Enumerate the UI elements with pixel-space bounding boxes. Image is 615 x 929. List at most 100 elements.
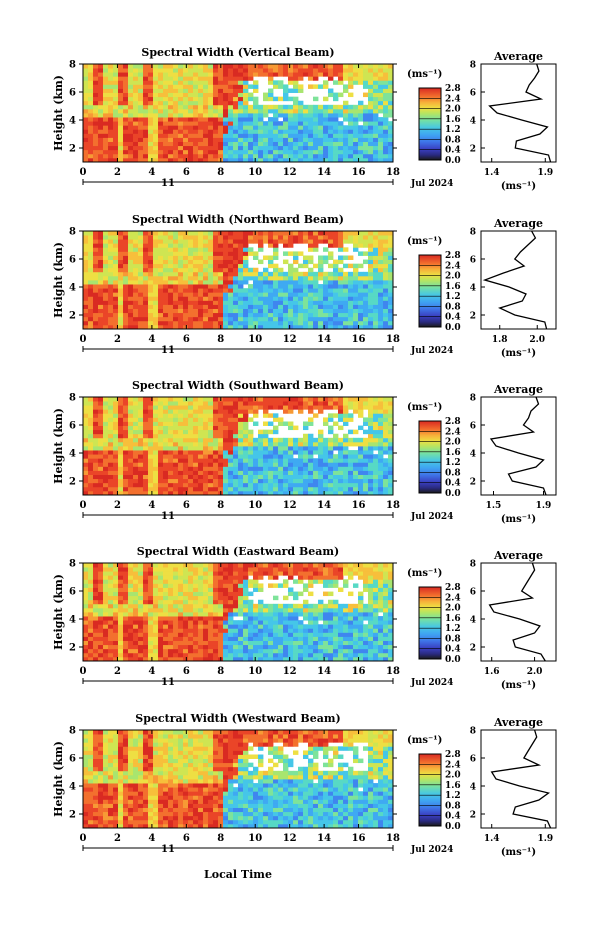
heatmap-cell: [178, 413, 184, 418]
heatmap-cell: [363, 316, 369, 322]
heatmap-cell: [213, 64, 219, 69]
heatmap-cell: [173, 462, 179, 467]
heatmap-cell: [148, 470, 154, 475]
heatmap-cell: [218, 474, 224, 480]
heatmap-cell: [268, 450, 274, 455]
heatmap-cell: [98, 441, 104, 447]
colorbar-tick-label: 0.0: [445, 489, 461, 499]
heatmap-cell: [133, 117, 139, 122]
heatmap-cell: [103, 84, 109, 89]
heatmap-cell: [223, 450, 229, 455]
heatmap-cell: [203, 141, 209, 147]
heatmap-cell: [373, 300, 379, 305]
heatmap-cell: [83, 482, 89, 488]
heatmap-cell: [233, 421, 239, 426]
heatmap-cell: [303, 113, 309, 118]
heatmap-cell: [133, 247, 139, 252]
heatmap-cell: [223, 397, 229, 402]
heatmap-cell: [228, 108, 234, 114]
heatmap-cell: [113, 153, 119, 159]
heatmap-cell: [243, 409, 249, 414]
heatmap-cell: [358, 125, 364, 130]
heatmap-cell: [153, 149, 159, 155]
heatmap-cell: [238, 104, 244, 110]
heatmap-cell: [208, 231, 214, 236]
heatmap-cell: [373, 462, 379, 467]
heatmap-cell: [133, 583, 139, 588]
heatmap-cell: [348, 482, 354, 488]
heatmap-cell: [178, 64, 184, 69]
heatmap-cell: [353, 76, 359, 81]
heatmap-cell: [108, 300, 114, 305]
heatmap-cell: [138, 571, 144, 576]
heatmap-cell: [388, 280, 394, 285]
heatmap-cell: [303, 284, 309, 289]
heatmap-cell: [93, 462, 99, 467]
heatmap-cell: [313, 149, 319, 155]
heatmap-cell: [138, 304, 144, 309]
heatmap-cell: [153, 68, 159, 73]
heatmap-cell: [213, 421, 219, 426]
heatmap-cell: [98, 616, 104, 621]
heatmap-cell: [118, 300, 124, 305]
heatmap-cell: [143, 595, 149, 601]
heatmap-cell: [158, 280, 164, 285]
heatmap-cell: [373, 421, 379, 426]
heatmap-cell: [258, 157, 264, 163]
heatmap-cell: [153, 64, 159, 69]
heatmap-cell: [193, 141, 199, 147]
heatmap-cell: [133, 292, 139, 297]
heatmap-cell: [173, 458, 179, 463]
heatmap-cell: [223, 425, 229, 431]
heatmap-cell: [168, 470, 174, 475]
heatmap-cell: [333, 482, 339, 488]
heatmap-cell: [323, 145, 329, 151]
heatmap-cell: [223, 462, 229, 467]
heatmap-cell: [348, 255, 354, 260]
heatmap-cell: [268, 157, 274, 163]
heatmap-cell: [298, 292, 304, 297]
heatmap-cell: [188, 247, 194, 252]
heatmap-cell: [293, 437, 299, 443]
heatmap-cell: [313, 482, 319, 488]
heatmap-cell: [268, 271, 274, 277]
heatmap-cell: [183, 575, 189, 580]
heatmap-cell: [243, 129, 249, 134]
heatmap-cell: [213, 157, 219, 163]
heatmap-cell: [123, 656, 129, 662]
heatmap-cell: [88, 280, 94, 285]
heatmap-cell: [83, 474, 89, 480]
heatmap-cell: [328, 137, 334, 142]
heatmap-cell: [133, 288, 139, 293]
heatmap-cell: [258, 145, 264, 151]
heatmap-cell: [298, 251, 304, 256]
heatmap-cell: [188, 84, 194, 89]
heatmap-cell: [98, 413, 104, 418]
heatmap-cell: [123, 133, 129, 138]
heatmap-cell: [173, 632, 179, 637]
heatmap-cell: [218, 117, 224, 122]
heatmap-cell: [148, 259, 154, 265]
heatmap-cell: [228, 316, 234, 322]
heatmap-cell: [123, 113, 129, 118]
heatmap-cell: [233, 243, 239, 248]
heatmap-cell: [178, 259, 184, 265]
heatmap-cell: [343, 231, 349, 236]
heatmap-cell: [158, 68, 164, 73]
heatmap-cell: [198, 145, 204, 151]
heatmap-cell: [243, 263, 249, 269]
heatmap-cell: [193, 490, 199, 496]
heatmap-cell: [378, 486, 384, 492]
heatmap-cell: [308, 157, 314, 163]
heatmap-cell: [378, 231, 384, 236]
heatmap-cell: [148, 401, 154, 406]
heatmap-cell: [238, 425, 244, 431]
heatmap-cell: [293, 458, 299, 463]
heatmap-cell: [158, 80, 164, 85]
heatmap-cell: [263, 133, 269, 138]
heatmap-cell: [173, 288, 179, 293]
heatmap-cell: [158, 486, 164, 492]
heatmap-cell: [238, 474, 244, 480]
heatmap-cell: [383, 304, 389, 309]
heatmap-cell: [163, 125, 169, 130]
